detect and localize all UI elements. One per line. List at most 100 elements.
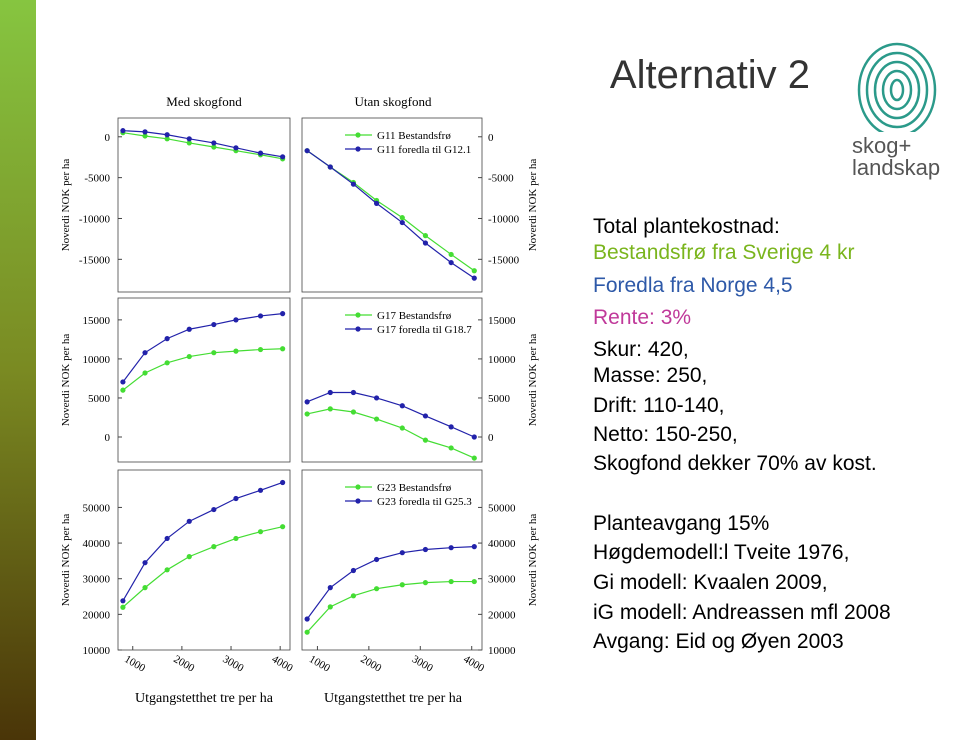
- point: [120, 598, 126, 604]
- point: [142, 133, 148, 139]
- point: [142, 585, 148, 591]
- point: [422, 437, 429, 443]
- point: [304, 411, 310, 417]
- text-line: Foredla fra Norge 4,5: [593, 274, 793, 297]
- point: [186, 326, 192, 332]
- y-axis-title: Noverdi NOK per ha: [527, 334, 539, 427]
- x-tick-label: 4000: [461, 653, 486, 675]
- legend-marker: [355, 326, 361, 332]
- point: [142, 129, 148, 135]
- point: [211, 140, 217, 146]
- point: [164, 336, 170, 342]
- point: [448, 424, 454, 430]
- point: [471, 455, 477, 461]
- point: [304, 399, 310, 405]
- point: [233, 145, 239, 151]
- point: [373, 200, 380, 206]
- panel-frame: [301, 117, 483, 293]
- point: [350, 409, 357, 415]
- x-tick-label: 2000: [358, 653, 383, 675]
- text-block: Total plantekostnad: Bestandsfrø fra Sve…: [593, 215, 877, 475]
- logo-text: skog+: [852, 133, 911, 158]
- point: [399, 550, 405, 556]
- series-line: [122, 130, 283, 158]
- text-block: Planteavgang 15% Høgdemodell:l Tveite 19…: [593, 512, 891, 653]
- y-tick-label: 10000: [488, 354, 516, 366]
- y-axis-title: Noverdi NOK per ha: [60, 334, 72, 427]
- x-tick-label: 1000: [122, 653, 147, 675]
- y-tick-label: 15000: [488, 315, 516, 327]
- series-line: [122, 132, 283, 160]
- y-tick-label: 40000: [83, 538, 111, 550]
- column-title: Med skogfond: [166, 94, 242, 109]
- series-line: [306, 150, 475, 279]
- point: [186, 140, 192, 146]
- y-tick-label: 15000: [83, 315, 111, 327]
- legend-marker: [355, 146, 361, 152]
- point: [399, 425, 405, 431]
- text-line: Avgang: Eid og Øyen 2003: [593, 630, 844, 653]
- x-axis-title: Utgangstetthet tre per ha: [324, 691, 463, 706]
- point: [422, 580, 429, 586]
- point: [280, 346, 286, 352]
- y-tick-label: 10000: [83, 354, 111, 366]
- point: [211, 321, 217, 328]
- series-line: [122, 348, 283, 391]
- y-tick-label: 10000: [83, 645, 111, 657]
- panel-frame: [301, 469, 483, 651]
- point: [164, 132, 170, 138]
- y-axis-title: Noverdi NOK per ha: [60, 514, 72, 607]
- point: [373, 395, 380, 401]
- point: [327, 585, 333, 591]
- point: [350, 389, 357, 396]
- y-tick-label: 40000: [488, 538, 516, 550]
- slide-title: Alternativ 2: [610, 53, 810, 97]
- point: [257, 150, 264, 156]
- point: [373, 416, 380, 422]
- point: [471, 268, 477, 274]
- point: [422, 233, 429, 239]
- y-tick-label: 10000: [488, 645, 516, 657]
- point: [164, 136, 170, 142]
- y-axis-title: Noverdi NOK per ha: [60, 159, 72, 252]
- point: [280, 479, 286, 486]
- point: [304, 629, 310, 635]
- text-line: Bestandsfrø fra Sverige 4 kr: [593, 241, 854, 264]
- point: [186, 518, 192, 524]
- point: [304, 616, 310, 622]
- point: [471, 434, 477, 440]
- series-line: [122, 526, 283, 608]
- point: [373, 586, 380, 592]
- point: [373, 556, 380, 563]
- point: [350, 593, 357, 599]
- point: [327, 406, 333, 412]
- text-line: Masse: 250,: [593, 364, 707, 387]
- point: [164, 360, 170, 366]
- point: [399, 403, 405, 409]
- point: [280, 311, 286, 317]
- point: [233, 495, 239, 502]
- point: [164, 535, 170, 542]
- point: [233, 348, 239, 354]
- point: [399, 219, 405, 226]
- point: [233, 317, 239, 323]
- point: [399, 215, 405, 221]
- logo-text: landskap: [852, 155, 940, 180]
- text-line: iG modell: Andreassen mfl 2008: [593, 601, 891, 624]
- point: [257, 346, 264, 353]
- point: [186, 554, 192, 560]
- logo: skog+ landskap: [850, 42, 955, 180]
- x-tick-label: 3000: [410, 653, 435, 675]
- point: [257, 487, 264, 493]
- y-tick-label: 0: [105, 432, 111, 444]
- legend-label: G17 Bestandsfrø: [377, 310, 452, 322]
- point: [186, 136, 192, 142]
- point: [448, 578, 454, 585]
- y-tick-label: -15000: [79, 254, 111, 266]
- legend-label: G11 Bestandsfrø: [377, 130, 451, 142]
- point: [448, 251, 454, 258]
- legend-marker: [355, 132, 361, 138]
- point: [350, 181, 357, 187]
- point: [448, 545, 454, 551]
- text-line: Netto: 150-250,: [593, 423, 738, 446]
